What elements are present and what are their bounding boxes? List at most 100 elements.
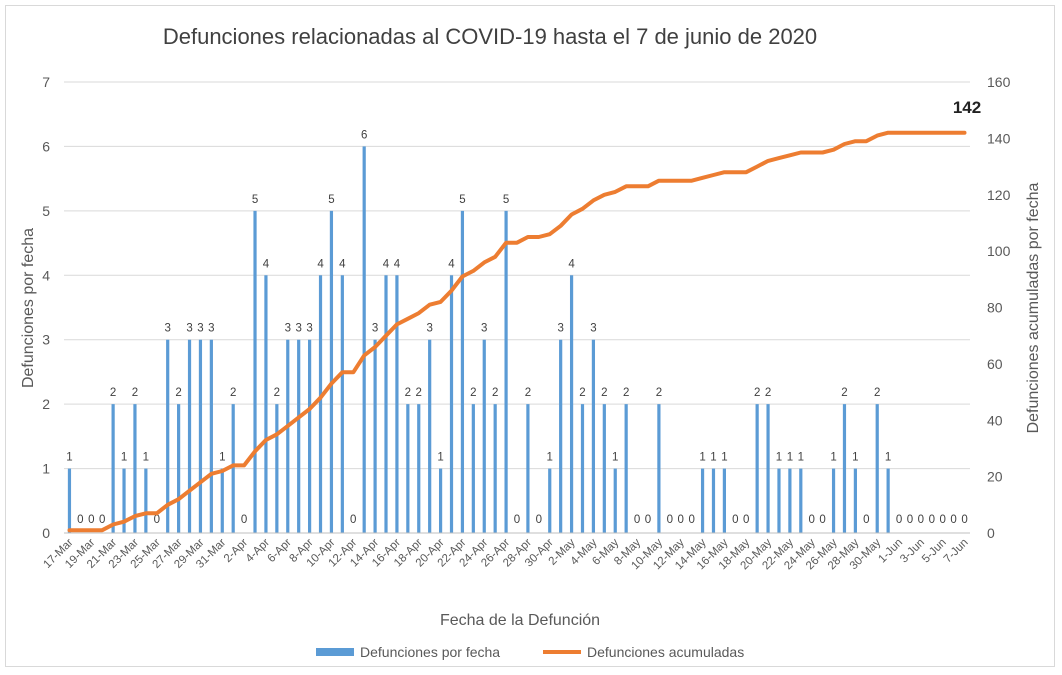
bar-data-label: 0 bbox=[645, 514, 651, 526]
bar-data-label: 0 bbox=[667, 514, 673, 526]
bar bbox=[548, 468, 552, 533]
x-axis: 17-Mar19-Mar21-Mar23-Mar25-Mar27-Mar29-M… bbox=[41, 532, 971, 572]
y-right-tick-label: 20 bbox=[987, 469, 1003, 485]
bar bbox=[799, 468, 803, 533]
bar-data-label: 4 bbox=[448, 258, 455, 270]
x-tick-label: 4-Apr bbox=[244, 537, 272, 565]
x-tick-label: 3-Jun bbox=[898, 537, 927, 566]
bar-data-label: 1 bbox=[219, 452, 225, 464]
bar-data-label: 3 bbox=[197, 323, 203, 335]
bar bbox=[220, 468, 224, 533]
y-right-tick-label: 80 bbox=[987, 300, 1003, 316]
y-left-tick-label: 3 bbox=[42, 332, 50, 348]
bar bbox=[438, 468, 443, 533]
bar bbox=[286, 339, 290, 533]
bar-data-label: 3 bbox=[295, 323, 301, 335]
bar-data-label: 1 bbox=[776, 452, 782, 464]
y-left-tick-label: 0 bbox=[42, 525, 50, 541]
bar bbox=[198, 339, 203, 533]
bar-data-label: 1 bbox=[437, 452, 443, 464]
bar-data-label: 0 bbox=[350, 514, 356, 526]
bar-data-label: 0 bbox=[77, 514, 83, 526]
y-right-tick-label: 120 bbox=[987, 187, 1011, 203]
bar-data-label: 1 bbox=[787, 452, 793, 464]
bar-data-label: 0 bbox=[950, 514, 956, 526]
bar bbox=[275, 404, 279, 533]
bar-series bbox=[67, 146, 890, 533]
bar bbox=[657, 404, 661, 533]
y-axis-right-label: Defunciones acumuladas por fecha bbox=[1025, 182, 1042, 433]
bar-data-label: 2 bbox=[656, 387, 662, 399]
bar bbox=[67, 468, 72, 533]
bar bbox=[111, 404, 115, 533]
x-axis-label: Fecha de la Defunción bbox=[440, 612, 600, 629]
bar bbox=[318, 275, 323, 533]
legend-line-label: Defunciones acumuladas bbox=[587, 644, 744, 660]
bar bbox=[711, 468, 716, 533]
bar-data-label: 2 bbox=[765, 387, 771, 399]
bar-data-label: 3 bbox=[164, 323, 170, 335]
legend-bar-swatch bbox=[316, 648, 354, 656]
bar bbox=[308, 339, 312, 533]
bar bbox=[340, 275, 344, 533]
bar-data-label: 4 bbox=[263, 258, 270, 270]
bar-data-label: 6 bbox=[361, 129, 367, 141]
bar-data-label: 1 bbox=[798, 452, 804, 464]
bar-data-label: 0 bbox=[241, 514, 247, 526]
bar-data-label: 3 bbox=[557, 323, 563, 335]
bar bbox=[482, 339, 486, 533]
bar-data-label: 0 bbox=[743, 514, 749, 526]
bar bbox=[166, 339, 170, 533]
bar-data-label: 5 bbox=[503, 194, 509, 206]
bar bbox=[831, 468, 836, 533]
bar-data-label: 1 bbox=[885, 452, 891, 464]
line-series bbox=[67, 130, 967, 533]
bar bbox=[886, 468, 890, 533]
bar-data-label: 1 bbox=[143, 452, 149, 464]
bar bbox=[755, 404, 759, 533]
x-tick-label: 5-Jun bbox=[920, 537, 949, 566]
bar bbox=[264, 275, 268, 533]
bar bbox=[766, 404, 770, 533]
y-left-tick-label: 4 bbox=[42, 267, 50, 283]
bar-data-label: 5 bbox=[328, 194, 334, 206]
bar bbox=[428, 339, 432, 533]
bar-data-label: 5 bbox=[459, 194, 465, 206]
bar-data-label: 0 bbox=[99, 514, 105, 526]
bar bbox=[526, 404, 530, 533]
bar-data-label: 3 bbox=[208, 323, 214, 335]
legend: Defunciones por fecha Defunciones acumul… bbox=[316, 644, 744, 660]
bar-data-label: 4 bbox=[317, 258, 324, 270]
bar bbox=[373, 339, 377, 533]
bar-data-label: 1 bbox=[547, 452, 553, 464]
bar-data-label: 3 bbox=[426, 323, 432, 335]
bar-data-label: 0 bbox=[929, 514, 935, 526]
bar-data-label: 0 bbox=[863, 514, 869, 526]
bar-data-label: 2 bbox=[525, 387, 531, 399]
bar-data-label: 0 bbox=[940, 514, 946, 526]
y-left-tick-label: 2 bbox=[42, 396, 50, 412]
bar-data-label: 3 bbox=[590, 323, 596, 335]
y-right-tick-label: 60 bbox=[987, 356, 1003, 372]
bar-data-label: 1 bbox=[721, 452, 727, 464]
chart-title: Defunciones relacionadas al COVID-19 has… bbox=[163, 24, 817, 49]
bar bbox=[842, 404, 847, 533]
bar bbox=[417, 404, 421, 533]
bar bbox=[209, 339, 213, 533]
x-tick-label: 7-Jun bbox=[942, 537, 971, 566]
y-axis-left-label: Defunciones por fecha bbox=[20, 228, 37, 388]
bar-data-label: 3 bbox=[372, 323, 378, 335]
bar-data-label: 2 bbox=[110, 387, 116, 399]
bar-data-label: 3 bbox=[285, 323, 291, 335]
bar-data-label: 4 bbox=[394, 258, 401, 270]
bar-data-label: 1 bbox=[121, 452, 127, 464]
bar bbox=[493, 404, 497, 533]
bar-data-label: 2 bbox=[132, 387, 138, 399]
bar-data-label: 2 bbox=[492, 387, 498, 399]
x-tick-label: 2-Apr bbox=[222, 537, 250, 565]
bar-data-label: 0 bbox=[634, 514, 640, 526]
bar bbox=[384, 275, 388, 533]
bar bbox=[177, 404, 181, 533]
